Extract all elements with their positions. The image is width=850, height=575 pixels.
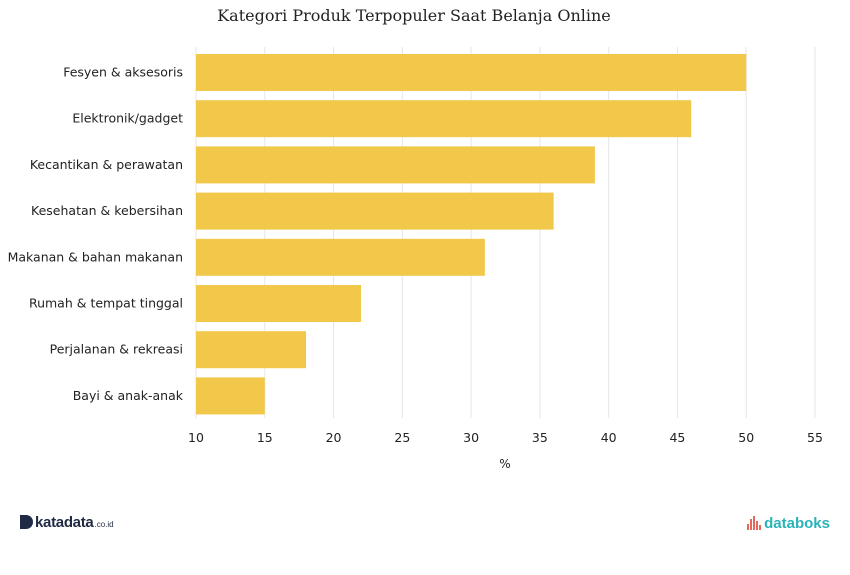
x-tick-label: 50: [738, 430, 754, 445]
x-axis-ticks: 10 15 20 25 30 35 40 45 50 55: [188, 430, 823, 445]
category-label: Kecantikan & perawatan: [30, 157, 183, 172]
katadata-logo: katadata .co.id: [20, 513, 114, 533]
databoks-logo: databoks: [747, 513, 830, 533]
category-label: Makanan & bahan makanan: [8, 249, 183, 264]
katadata-name: katadata: [35, 514, 94, 531]
bar: [196, 100, 692, 138]
x-tick-label: 40: [601, 430, 617, 445]
bar: [196, 331, 307, 369]
bar: [196, 192, 554, 230]
category-label: Bayi & anak-anak: [73, 388, 184, 403]
databoks-name: databoks: [764, 514, 830, 532]
x-tick-label: 45: [669, 430, 685, 445]
bars: [196, 54, 747, 415]
x-axis-label: %: [499, 457, 510, 471]
bar-chart: Kategori Produk Terpopuler Saat Belanja …: [8, 6, 823, 471]
katadata-suffix: .co.id: [94, 520, 114, 529]
x-tick-label: 35: [532, 430, 548, 445]
x-tick-label: 55: [807, 430, 823, 445]
category-label: Perjalanan & rekreasi: [50, 342, 183, 357]
bar: [196, 146, 595, 184]
x-tick-label: 20: [326, 430, 342, 445]
x-tick-label: 15: [257, 430, 273, 445]
category-label: Elektronik/gadget: [72, 111, 183, 126]
x-tick-label: 30: [463, 430, 479, 445]
chart-title: Kategori Produk Terpopuler Saat Belanja …: [217, 6, 611, 25]
category-label: Fesyen & aksesoris: [63, 65, 183, 80]
x-tick-label: 10: [188, 430, 204, 445]
category-label: Rumah & tempat tinggal: [29, 296, 183, 311]
katadata-mark-icon: [20, 515, 33, 529]
category-labels: Fesyen & aksesoris Elektronik/gadget Kecan…: [8, 65, 184, 403]
x-tick-label: 25: [394, 430, 410, 445]
bar: [196, 285, 362, 322]
databoks-bars-icon: [747, 516, 762, 530]
bar: [196, 238, 485, 276]
category-label: Kesehatan & kebersihan: [31, 203, 183, 218]
bar: [196, 377, 265, 415]
bar: [196, 54, 747, 91]
